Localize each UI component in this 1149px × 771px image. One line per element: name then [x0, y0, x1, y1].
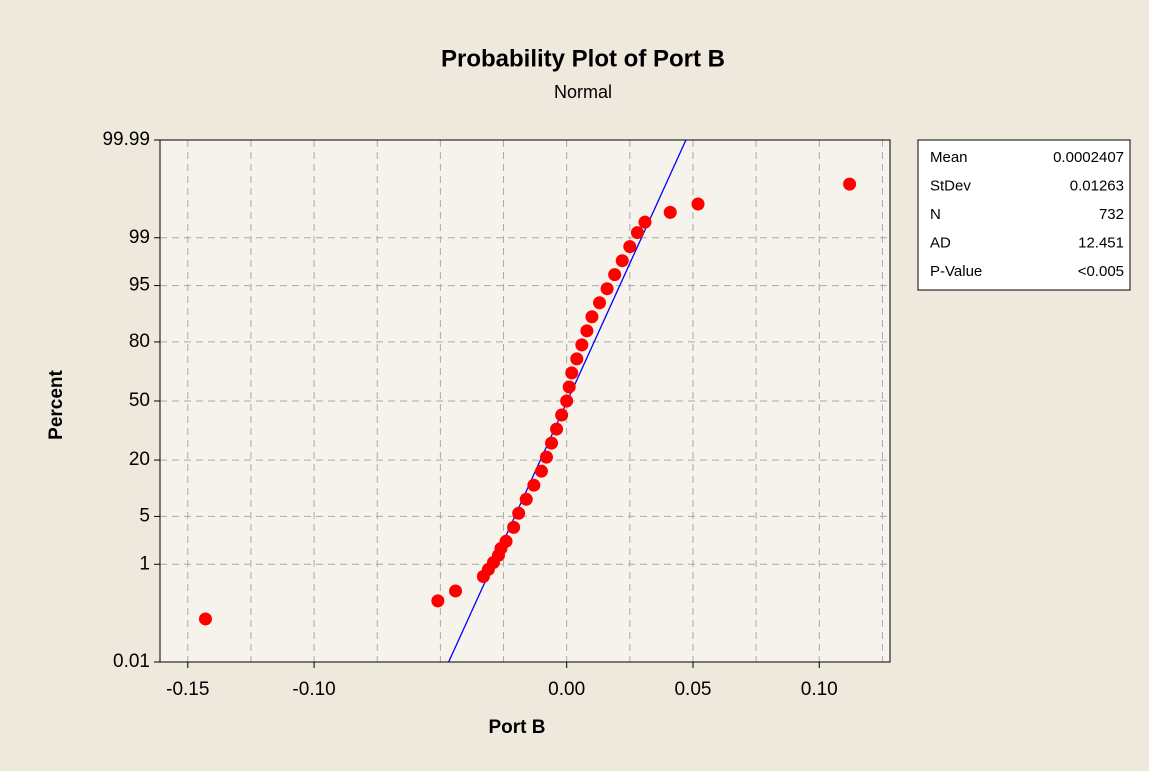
data-point — [431, 594, 445, 608]
data-point — [545, 436, 559, 450]
y-axis-label: Percent — [46, 369, 67, 439]
stats-box — [917, 139, 1131, 291]
data-point — [565, 366, 579, 380]
data-point — [843, 177, 857, 191]
data-point — [562, 380, 576, 394]
data-point — [499, 534, 513, 548]
x-tick-label: -0.10 — [292, 679, 335, 700]
data-point — [570, 352, 584, 366]
stat-value: 0.0002407 — [1053, 149, 1124, 166]
data-point — [580, 324, 594, 338]
x-tick-label: 0.05 — [674, 679, 711, 700]
data-point — [663, 205, 677, 219]
y-tick-label: 99 — [129, 227, 150, 248]
chart-title: Probability Plot of Port B — [441, 45, 725, 72]
data-point — [527, 478, 541, 492]
stat-value: 12.451 — [1078, 234, 1124, 251]
y-tick-label: 99.99 — [102, 129, 150, 150]
data-point — [638, 215, 652, 229]
stat-label: Mean — [930, 149, 968, 166]
x-tick-label: 0.10 — [801, 679, 838, 700]
y-tick-label: 20 — [129, 449, 150, 470]
y-tick-label: 5 — [139, 505, 150, 526]
data-point — [539, 450, 553, 464]
data-point — [507, 520, 521, 534]
data-point — [691, 197, 705, 211]
x-tick-label: -0.15 — [166, 679, 209, 700]
stat-value: <0.005 — [1078, 263, 1124, 280]
data-point — [512, 506, 526, 520]
plot-frame — [159, 139, 891, 663]
data-point — [585, 310, 599, 324]
y-tick-label: 80 — [129, 331, 150, 352]
data-point — [534, 464, 548, 478]
y-tick-label: 50 — [129, 390, 150, 411]
stat-label: P-Value — [930, 263, 982, 280]
data-point — [519, 492, 533, 506]
data-point — [615, 254, 629, 268]
data-point — [555, 408, 569, 422]
y-tick-label: 95 — [129, 275, 150, 296]
stat-label: AD — [930, 234, 951, 251]
stat-value: 0.01263 — [1070, 177, 1124, 194]
y-tick-label: 1 — [139, 553, 150, 574]
data-point — [198, 612, 212, 626]
data-point — [575, 338, 589, 352]
data-point — [449, 584, 463, 598]
chart-subtitle: Normal — [554, 82, 612, 102]
stat-value: 732 — [1099, 206, 1124, 223]
data-point — [560, 394, 574, 408]
data-point — [623, 240, 637, 254]
stat-label: N — [930, 206, 941, 223]
data-point — [550, 422, 564, 436]
data-point — [608, 268, 622, 282]
stat-label: StDev — [930, 177, 971, 194]
data-point — [593, 296, 607, 310]
x-axis-label: Port B — [489, 717, 546, 738]
data-point — [630, 226, 644, 240]
x-tick-label: 0.00 — [548, 679, 585, 700]
data-point — [600, 282, 614, 296]
y-tick-label: 0.01 — [113, 651, 150, 672]
